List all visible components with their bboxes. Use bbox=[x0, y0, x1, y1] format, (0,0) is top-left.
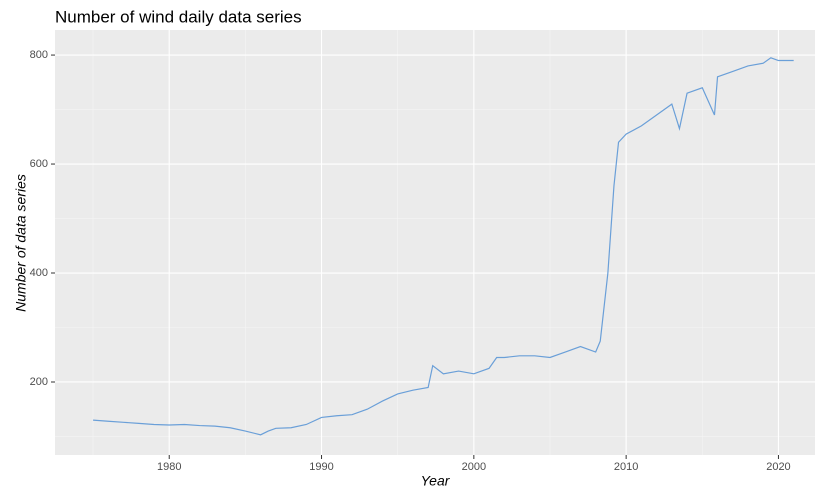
y-tick-label: 200 bbox=[30, 376, 48, 388]
chart-title: Number of wind daily data series bbox=[55, 7, 302, 26]
x-tick-label: 1980 bbox=[157, 461, 181, 473]
x-tick-label: 1990 bbox=[309, 461, 333, 473]
x-tick-label: 2000 bbox=[462, 461, 486, 473]
x-tick-label: 2010 bbox=[614, 461, 638, 473]
y-tick-label: 600 bbox=[30, 158, 48, 170]
plot-panel bbox=[55, 30, 815, 455]
y-tick-label: 400 bbox=[30, 267, 48, 279]
y-axis-label: Number of data series bbox=[13, 174, 29, 312]
x-axis-label: Year bbox=[421, 473, 451, 489]
data-line bbox=[93, 57, 794, 436]
x-tick-label: 2020 bbox=[766, 461, 790, 473]
y-tick-label: 800 bbox=[30, 49, 48, 61]
